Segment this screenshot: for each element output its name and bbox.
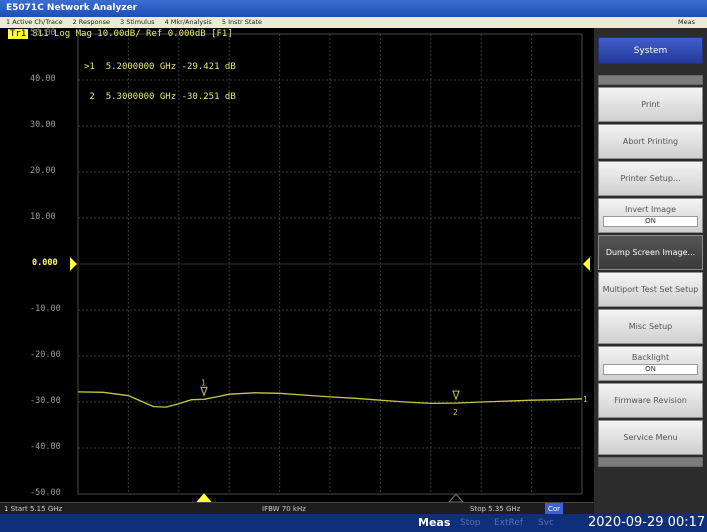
softkey-scroll-1[interactable]: [598, 75, 703, 85]
softkey-label: Misc Setup: [628, 322, 673, 331]
datetime: 2020-09-29 00:17: [588, 515, 706, 530]
softkey-backlight[interactable]: Backlight ON: [598, 346, 703, 381]
y-tick-label: 0.000: [32, 258, 58, 268]
marker-readout-2: 2 5.3000000 GHz -30.251 dB: [84, 92, 236, 102]
menu-status-meas: Meas: [678, 18, 695, 26]
extref-indicator: ExtRef: [494, 518, 524, 528]
trace-header: Tr1 S11 Log Mag 10.00dB/ Ref 0.000dB [F1]: [8, 28, 233, 40]
channel-status-bar: 1 Start 5.15 GHz IFBW 70 kHz Stop 5.35 G…: [0, 502, 594, 515]
stimulus-marker-1-icon: [196, 493, 212, 502]
softkey-service-menu[interactable]: Service Menu: [598, 420, 703, 455]
y-tick-label: -50.00: [30, 488, 61, 498]
marker-readout-1: >1 5.2000000 GHz -29.421 dB: [84, 62, 236, 72]
softkey-label: Service Menu: [623, 433, 678, 442]
marker-2-icon: [452, 390, 460, 401]
window-title: E5071C Network Analyzer: [0, 0, 707, 17]
trace-label: Tr1: [8, 29, 29, 39]
cal-status-badge: Cor: [545, 503, 564, 515]
softkey-invert-image[interactable]: Invert Image ON: [598, 198, 703, 233]
y-tick-label: 20.00: [30, 166, 56, 176]
trace-end-label: 1: [583, 395, 588, 404]
stimulus-marker-2-icon: [448, 493, 464, 502]
y-tick-label: -40.00: [30, 442, 61, 452]
y-tick-label: 50.00: [30, 28, 56, 38]
softkey-menu-title: System: [598, 37, 703, 64]
meas-indicator: Meas: [418, 516, 451, 529]
marker-2-label: 2: [453, 408, 458, 417]
y-tick-label: -20.00: [30, 350, 61, 360]
softkey-dump-screen-image[interactable]: Dump Screen Image...: [598, 235, 703, 270]
softkey-label: Dump Screen Image...: [605, 248, 696, 257]
softkey-panel: System Print Abort Printing Printer Setup..…: [594, 28, 707, 514]
y-tick-label: 30.00: [30, 120, 56, 130]
softkey-label: Abort Printing: [622, 137, 679, 146]
reference-arrow-right-icon: [583, 257, 590, 271]
softkey-printer-setup[interactable]: Printer Setup...: [598, 161, 703, 196]
softkey-label: Print: [641, 100, 660, 109]
softkey-print[interactable]: Print: [598, 87, 703, 122]
ifbw[interactable]: IFBW 70 kHz: [262, 505, 306, 513]
reference-arrow-left-icon: [70, 257, 77, 271]
menu-item-active-ch[interactable]: 1 Active Ch/Trace: [6, 18, 63, 26]
trace-plot[interactable]: 1 1 2 Tr1 S11 Log Mag 10.00dB/ Ref 0.000dB …: [0, 28, 594, 502]
marker-1-icon: [200, 386, 208, 397]
stop-freq[interactable]: Stop 5.35 GHz: [470, 505, 521, 513]
softkey-value: ON: [603, 215, 698, 227]
stop-indicator: Stop: [460, 518, 481, 528]
softkey-label: Backlight: [631, 352, 670, 362]
plot-svg: 1 1 2: [70, 33, 590, 502]
y-tick-label: 40.00: [30, 74, 56, 84]
softkey-misc-setup[interactable]: Misc Setup: [598, 309, 703, 344]
softkey-value: ON: [603, 363, 698, 375]
start-freq[interactable]: 1 Start 5.15 GHz: [4, 505, 63, 513]
marker-readout: >1 5.2000000 GHz -29.421 dB 2 5.3000000 …: [84, 42, 236, 122]
softkey-multiport-test-set-setup[interactable]: Multiport Test Set Setup: [598, 272, 703, 307]
softkey-label: Firmware Revision: [614, 396, 687, 405]
instrument-status-bar: Meas Stop ExtRef Svc 2020-09-29 00:17: [0, 514, 707, 532]
y-tick-label: -10.00: [30, 304, 61, 314]
trace-format: S11 Log Mag 10.00dB/ Ref 0.000dB [F1]: [32, 29, 233, 39]
y-tick-label: 10.00: [30, 212, 56, 222]
menu-item-response[interactable]: 2 Response: [72, 18, 110, 26]
menu-item-mkr-analysis[interactable]: 4 Mkr/Analysis: [164, 18, 212, 26]
softkey-scroll-12[interactable]: [598, 457, 703, 467]
softkey-label: Invert Image: [624, 204, 677, 214]
menu-item-stimulus[interactable]: 3 Stimulus: [120, 18, 155, 26]
softkey-label: Multiport Test Set Setup: [602, 285, 699, 294]
softkey-firmware-revision[interactable]: Firmware Revision: [598, 383, 703, 418]
softkey-abort-printing[interactable]: Abort Printing: [598, 124, 703, 159]
marker-1-label: 1: [201, 378, 206, 387]
svc-indicator: Svc: [538, 518, 554, 528]
menu-item-instr-state[interactable]: 5 Instr State: [221, 18, 262, 26]
y-tick-label: -30.00: [30, 396, 61, 406]
menu-bar: 1 Active Ch/Trace 2 Response 3 Stimulus …: [0, 17, 707, 28]
softkey-label: System: [633, 45, 668, 56]
softkey-label: Printer Setup...: [620, 174, 681, 183]
trace-s11-line: [77, 391, 583, 408]
